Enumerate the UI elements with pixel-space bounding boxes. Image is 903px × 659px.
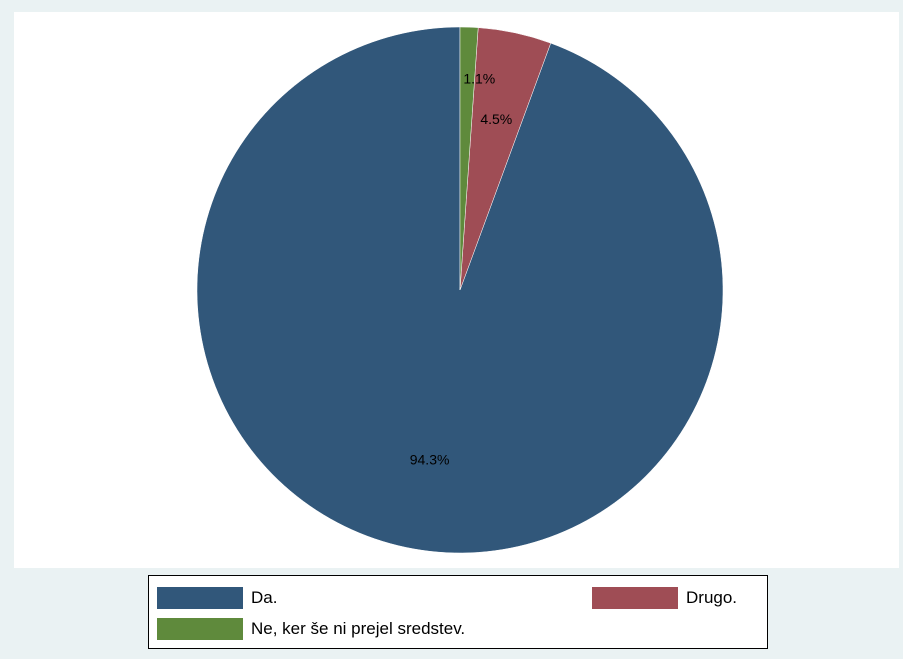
- legend-item-da: Da.: [157, 587, 277, 609]
- legend-item-ne: Ne, ker še ni prejel sredstev.: [157, 618, 465, 640]
- legend-label-drugo: Drugo.: [686, 588, 738, 607]
- legend-label-ne: Ne, ker še ni prejel sredstev.: [251, 619, 466, 638]
- pie-slices: [196, 26, 724, 554]
- legend: Da. Drugo. Ne, ker še ni prejel sredstev…: [148, 575, 768, 649]
- legend-swatch-ne: [157, 618, 243, 640]
- pie-labels: 94.3% 4.5% 1.1%: [410, 70, 513, 467]
- pie-slice-label-2: 1.1%: [463, 70, 495, 86]
- pie-slice-2: [459, 26, 479, 291]
- pie-slice-label-1: 4.5%: [480, 111, 512, 127]
- legend-swatch-drugo: [592, 587, 678, 609]
- pie-slice-0: [196, 26, 724, 554]
- legend-swatch-da: [157, 587, 243, 609]
- pie-slice-label-0: 94.3%: [410, 452, 450, 468]
- legend-item-drugo: Drugo.: [592, 587, 737, 609]
- legend-label-da: Da.: [251, 588, 278, 607]
